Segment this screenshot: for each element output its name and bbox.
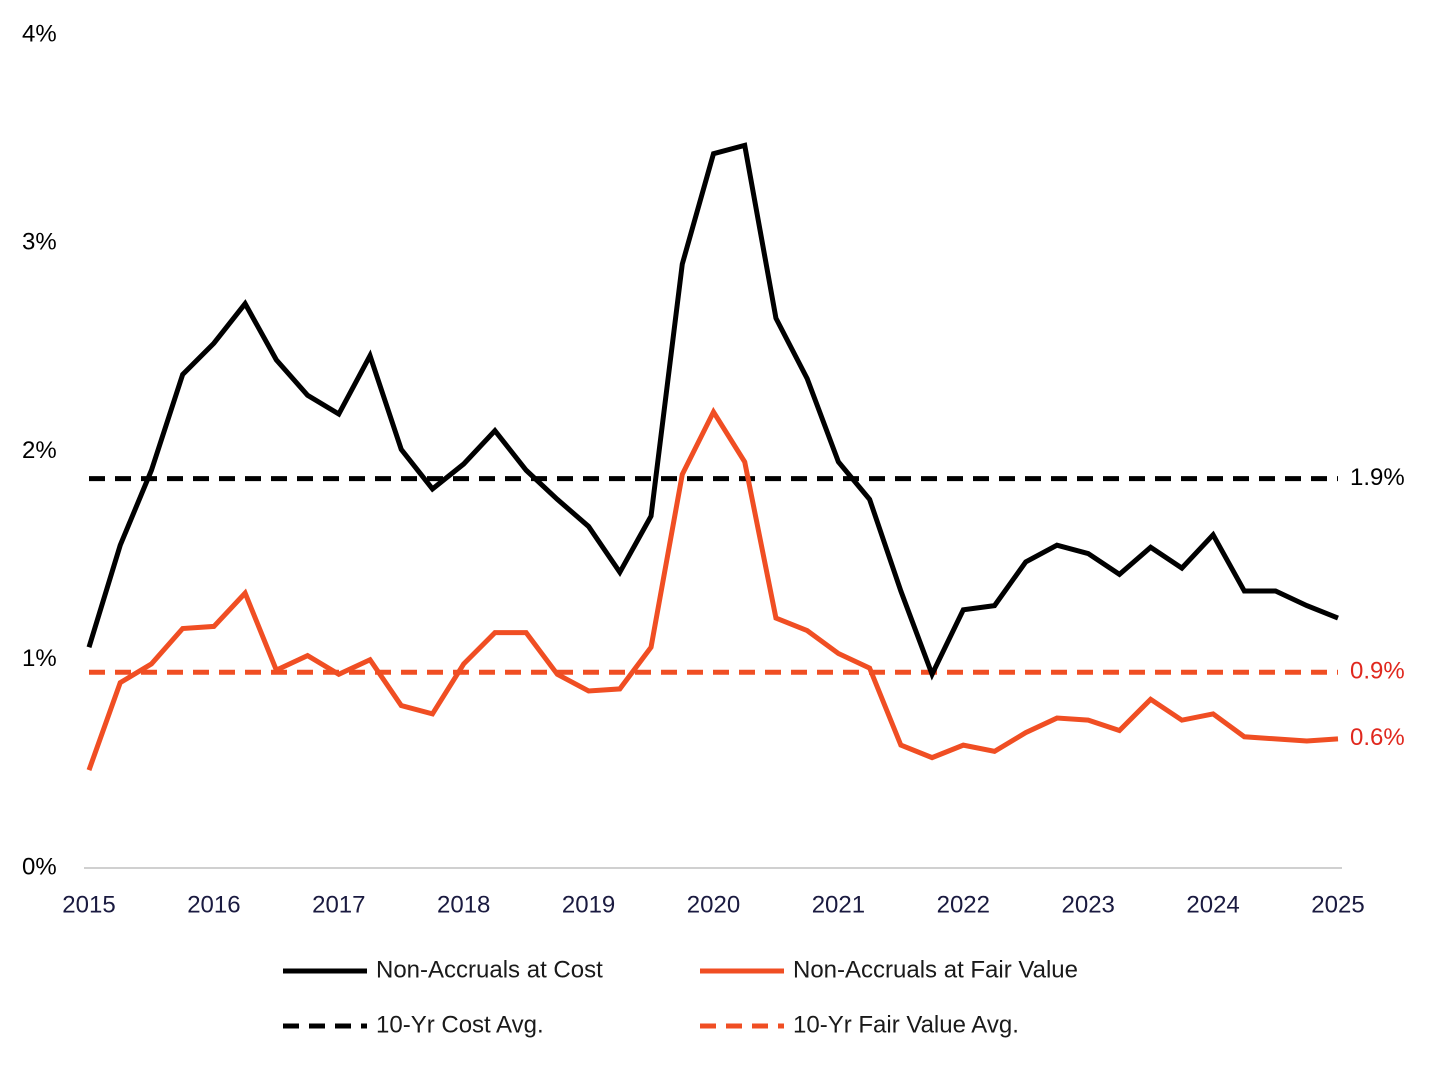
x-tick-label: 2019 (562, 891, 615, 918)
x-tick-label: 2020 (687, 891, 740, 918)
y-tick-label: 1% (22, 645, 57, 672)
average-label: 0.9% (1350, 658, 1405, 685)
x-tick-label: 2022 (937, 891, 990, 918)
x-tick-label: 2024 (1186, 891, 1239, 918)
x-tick-label: 2021 (812, 891, 865, 918)
y-tick-label: 4% (22, 20, 57, 47)
x-tick-label: 2017 (312, 891, 365, 918)
legend-label: Non-Accruals at Cost (376, 956, 603, 983)
average-label: 1.9% (1350, 464, 1405, 491)
x-tick-label: 2023 (1062, 891, 1115, 918)
y-tick-label: 3% (22, 229, 57, 256)
legend-label: 10-Yr Cost Avg. (376, 1011, 544, 1038)
x-tick-label: 2018 (437, 891, 490, 918)
legend-label: Non-Accruals at Fair Value (793, 956, 1078, 983)
x-tick-label: 2025 (1311, 891, 1364, 918)
series-line (86, 406, 1339, 771)
y-tick-label: 0% (22, 853, 57, 880)
x-tick-label: 2016 (187, 891, 240, 918)
series-line (86, 142, 1339, 681)
end-label: 0.6% (1350, 724, 1405, 751)
y-tick-label: 2% (22, 437, 57, 464)
x-tick-label: 2015 (62, 891, 115, 918)
legend-label: 10-Yr Fair Value Avg. (793, 1011, 1019, 1038)
